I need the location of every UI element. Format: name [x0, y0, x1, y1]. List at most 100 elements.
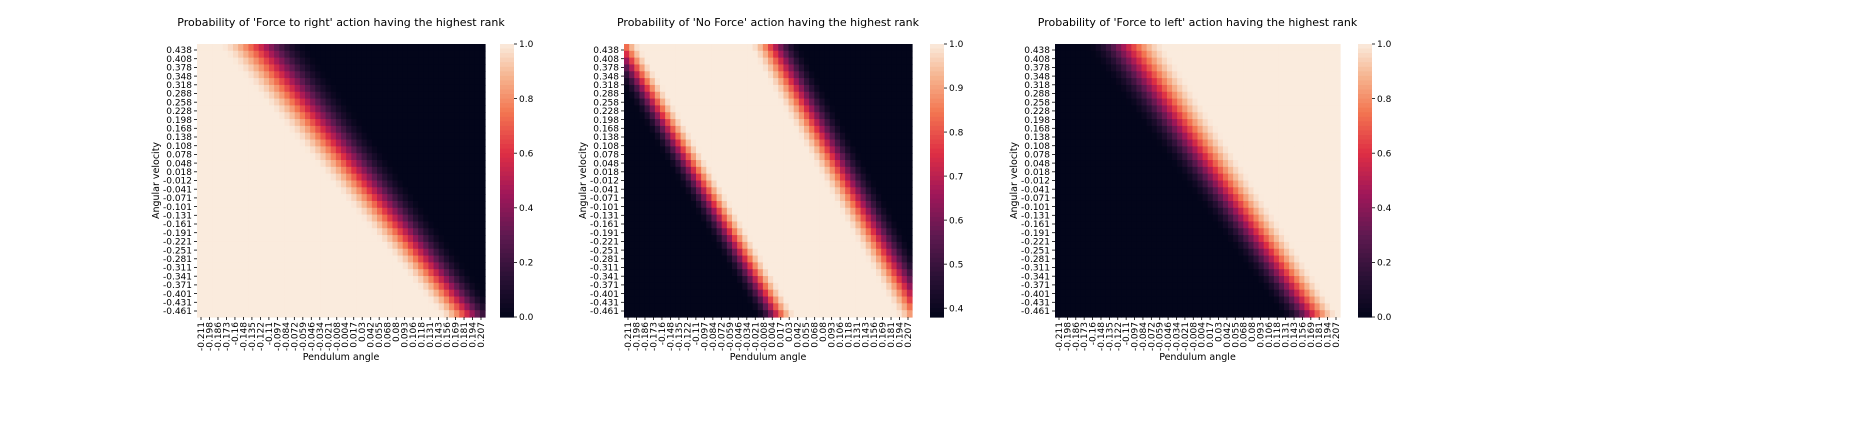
- heatmap-cell: [377, 119, 383, 127]
- heatmap-cell: [629, 119, 635, 127]
- colorbar-segment: [500, 157, 514, 163]
- heatmap-cell: [243, 180, 250, 188]
- heatmap-cell: [896, 255, 903, 263]
- heatmap-cell: [346, 132, 352, 141]
- heatmap-cell: [464, 235, 471, 243]
- y-tick-label: 0.018: [166, 168, 192, 178]
- heatmap-cell: [778, 262, 785, 270]
- heatmap-cell: [793, 248, 800, 257]
- heatmap-cell: [284, 44, 291, 52]
- heatmap-cell: [212, 119, 219, 127]
- heatmap-cell: [675, 200, 682, 209]
- heatmap-cell: [377, 125, 383, 134]
- heatmap-cell: [696, 78, 702, 86]
- x-tick-label: -0.072: [290, 322, 300, 351]
- heatmap-cell: [438, 180, 445, 188]
- heatmap-cell: [392, 125, 399, 134]
- heatmap-cell: [217, 153, 224, 161]
- heatmap-cell: [768, 64, 774, 72]
- heatmap-cell: [778, 221, 785, 229]
- heatmap-cell: [644, 282, 651, 291]
- y-tick-label: -0.401: [590, 290, 619, 300]
- heatmap-cell: [423, 132, 430, 141]
- heatmap-cell: [881, 112, 887, 120]
- heatmap-cell: [428, 146, 435, 154]
- heatmap-cell: [207, 187, 214, 195]
- heatmap-cell: [1166, 50, 1173, 59]
- heatmap-cell: [824, 44, 831, 52]
- heatmap-cell: [423, 282, 430, 291]
- x-tick-label: 0.08: [819, 322, 829, 342]
- heatmap-cell: [330, 276, 337, 284]
- heatmap-cell: [629, 44, 635, 52]
- heatmap-cell: [284, 84, 291, 93]
- heatmap-cell: [382, 84, 388, 93]
- heatmap-cell: [454, 105, 460, 113]
- heatmap-cell: [845, 125, 851, 134]
- heatmap-cell: [870, 207, 877, 216]
- heatmap-cell: [670, 119, 677, 127]
- heatmap-cell: [690, 241, 697, 250]
- heatmap-cell: [299, 228, 306, 236]
- heatmap-cell: [377, 166, 383, 175]
- heatmap-cell: [778, 50, 785, 59]
- heatmap-cell: [788, 235, 795, 243]
- heatmap-cell: [793, 282, 800, 291]
- heatmap-cell: [665, 173, 671, 182]
- colorbar-segment: [930, 248, 944, 254]
- chart-title: Probability of 'Force to left' action ha…: [1038, 16, 1358, 29]
- heatmap-cell: [238, 91, 244, 100]
- heatmap-cell: [459, 119, 466, 127]
- heatmap-cell: [855, 228, 862, 236]
- heatmap-cell: [685, 57, 692, 66]
- heatmap-cell: [685, 248, 692, 257]
- heatmap-cell: [464, 153, 471, 161]
- heatmap-cell: [901, 241, 908, 250]
- heatmap-cell: [325, 248, 332, 257]
- heatmap-cell: [433, 112, 440, 120]
- heatmap-cell: [377, 207, 383, 216]
- heatmap-cell: [299, 44, 306, 52]
- heatmap-cell: [649, 44, 656, 52]
- colorbar: 0.00.20.40.60.81.0: [500, 40, 534, 323]
- colorbar-segment: [930, 130, 944, 136]
- heatmap-cell: [829, 296, 836, 304]
- heatmap-cell: [696, 187, 702, 195]
- heatmap-cell: [1207, 44, 1214, 52]
- heatmap-cell: [248, 180, 255, 188]
- heatmap-cell: [330, 262, 337, 270]
- heatmap-cell: [233, 269, 239, 277]
- heatmap-cell: [742, 255, 749, 263]
- heatmap-cell: [418, 296, 424, 304]
- heatmap-cell: [269, 160, 275, 168]
- heatmap-cell: [870, 112, 877, 120]
- heatmap-cell: [407, 276, 414, 284]
- heatmap-cell: [428, 200, 435, 209]
- heatmap-cell: [726, 194, 733, 202]
- heatmap-cell: [418, 64, 424, 72]
- colorbar-tick-label: 0.2: [519, 259, 533, 269]
- heatmap-cell: [202, 255, 208, 263]
- heatmap-cell: [248, 125, 255, 134]
- heatmap-cell: [454, 119, 460, 127]
- heatmap-cell: [310, 139, 316, 147]
- heatmap-cell: [752, 235, 759, 243]
- heatmap-cell: [660, 105, 666, 113]
- heatmap-cell: [701, 262, 707, 270]
- heatmap-cell: [464, 44, 471, 52]
- heatmap-cell: [253, 200, 260, 209]
- heatmap-cell: [351, 78, 358, 86]
- heatmap-cell: [809, 207, 815, 216]
- heatmap-cell: [392, 146, 399, 154]
- heatmap-cell: [289, 303, 296, 311]
- heatmap-cell: [881, 160, 887, 168]
- heatmap-cell: [876, 282, 882, 291]
- heatmap-cell: [881, 50, 887, 59]
- heatmap-cell: [474, 303, 481, 311]
- heatmap-cell: [793, 303, 800, 311]
- heatmap-cell: [850, 282, 857, 291]
- heatmap-cell: [310, 71, 316, 79]
- heatmap-cell: [371, 262, 378, 270]
- heatmap-cell: [387, 125, 394, 134]
- heatmap-cell: [346, 78, 352, 86]
